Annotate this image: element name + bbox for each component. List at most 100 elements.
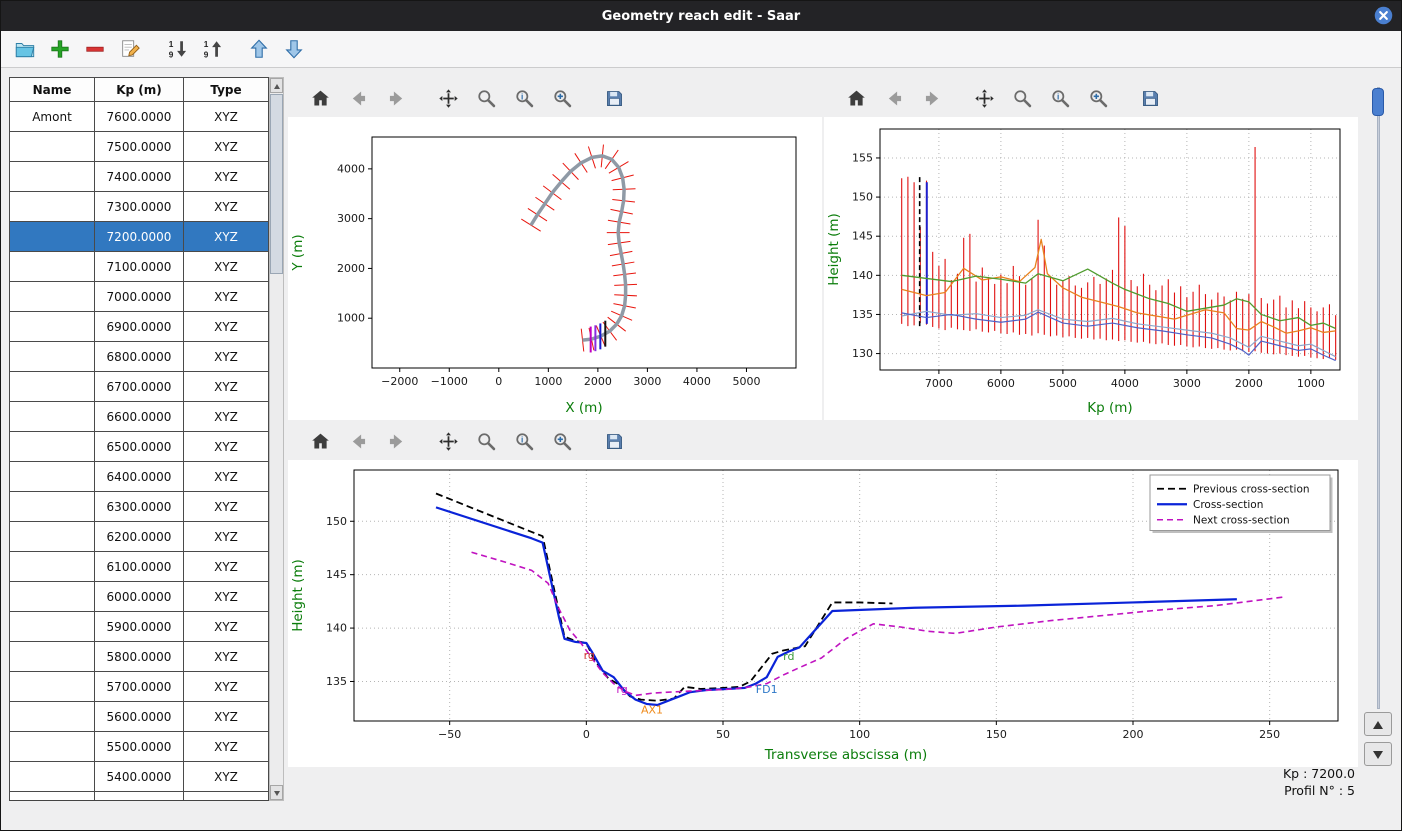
table-cell[interactable] xyxy=(9,671,95,702)
open-geometry-button[interactable] xyxy=(11,35,39,63)
table-cell[interactable]: XYZ xyxy=(183,641,269,672)
table-row[interactable]: 7100.0000 XYZ xyxy=(9,251,269,282)
longitudinal-profile-chart[interactable]: 7000 6000 5000 4000 3000 2000 1000 130 135 140 145… xyxy=(824,117,1358,420)
table-cell[interactable]: XYZ xyxy=(183,161,269,192)
add-cross-section-button[interactable] xyxy=(46,35,74,63)
move-up-button[interactable] xyxy=(245,35,273,63)
table-row[interactable]: 5900.0000 XYZ xyxy=(9,611,269,642)
table-row[interactable]: 6400.0000 XYZ xyxy=(9,461,269,492)
table-row[interactable]: 5400.0000 XYZ xyxy=(9,761,269,792)
table-cell[interactable] xyxy=(94,791,184,800)
table-row[interactable]: 5800.0000 XYZ xyxy=(9,641,269,672)
table-row[interactable]: 6900.0000 XYZ xyxy=(9,311,269,342)
table-cell[interactable]: 7600.0000 xyxy=(94,101,184,132)
table-row[interactable]: 7400.0000 XYZ xyxy=(9,161,269,192)
table-cell[interactable] xyxy=(9,131,95,162)
zoom-button[interactable] xyxy=(474,429,499,454)
table-cell[interactable]: 7200.0000 xyxy=(94,221,184,252)
table-cell[interactable] xyxy=(9,161,95,192)
table-cell[interactable] xyxy=(9,281,95,312)
table-row[interactable]: 5700.0000 XYZ xyxy=(9,671,269,702)
back-button[interactable] xyxy=(882,86,907,111)
save-button[interactable] xyxy=(602,86,627,111)
table-cell[interactable]: 6500.0000 xyxy=(94,431,184,462)
table-cell[interactable] xyxy=(9,431,95,462)
table-cell[interactable]: XYZ xyxy=(183,221,269,252)
table-cell[interactable]: XYZ xyxy=(183,731,269,762)
table-cell[interactable] xyxy=(9,251,95,282)
zoom-info-button[interactable]: i xyxy=(512,429,537,454)
table-row[interactable]: 6000.0000 XYZ xyxy=(9,581,269,612)
table-cell[interactable]: 6400.0000 xyxy=(94,461,184,492)
save-button[interactable] xyxy=(602,429,627,454)
table-cell[interactable]: XYZ xyxy=(183,611,269,642)
table-row[interactable]: 5600.0000 XYZ xyxy=(9,701,269,732)
table-scrollbar[interactable] xyxy=(269,77,284,801)
back-button[interactable] xyxy=(346,429,371,454)
table-cell[interactable]: 6000.0000 xyxy=(94,581,184,612)
pan-button[interactable] xyxy=(972,86,997,111)
table-row[interactable]: 7500.0000 XYZ xyxy=(9,131,269,162)
table-cell[interactable]: 6100.0000 xyxy=(94,551,184,582)
table-cell[interactable] xyxy=(9,791,95,800)
table-cell[interactable] xyxy=(9,491,95,522)
forward-button[interactable] xyxy=(384,429,409,454)
table-cell[interactable]: XYZ xyxy=(183,461,269,492)
table-cell[interactable]: XYZ xyxy=(183,341,269,372)
plan-view-chart[interactable]: −2000 −1000 0 1000 2000 3000 4000 5000 1000 2000 3… xyxy=(288,117,822,420)
table-cell[interactable] xyxy=(9,371,95,402)
pan-button[interactable] xyxy=(436,86,461,111)
table-cell[interactable]: 5700.0000 xyxy=(94,671,184,702)
table-cell[interactable] xyxy=(9,641,95,672)
back-button[interactable] xyxy=(346,86,371,111)
table-cell[interactable] xyxy=(9,731,95,762)
table-cell[interactable] xyxy=(9,461,95,492)
table-cell[interactable]: XYZ xyxy=(183,701,269,732)
table-row[interactable]: 6500.0000 XYZ xyxy=(9,431,269,462)
table-row[interactable]: 5500.0000 XYZ xyxy=(9,731,269,762)
zoom-info-button[interactable]: i xyxy=(1048,86,1073,111)
table-cell[interactable]: XYZ xyxy=(183,311,269,342)
zoom-button[interactable] xyxy=(474,86,499,111)
table-row[interactable]: 6300.0000 XYZ xyxy=(9,491,269,522)
table-cell[interactable]: 6600.0000 xyxy=(94,401,184,432)
zoom-plus-button[interactable] xyxy=(550,86,575,111)
table-cell[interactable]: 6800.0000 xyxy=(94,341,184,372)
table-cell[interactable]: 7100.0000 xyxy=(94,251,184,282)
zoom-button[interactable] xyxy=(1010,86,1035,111)
table-cell[interactable]: XYZ xyxy=(183,761,269,792)
table-cell[interactable]: 5600.0000 xyxy=(94,701,184,732)
edit-cross-section-button[interactable] xyxy=(116,35,144,63)
table-cell[interactable] xyxy=(9,401,95,432)
table-cell[interactable]: XYZ xyxy=(183,581,269,612)
table-cell[interactable]: 6900.0000 xyxy=(94,311,184,342)
previous-profile-button[interactable] xyxy=(1364,712,1392,736)
scroll-up-button[interactable] xyxy=(270,78,283,93)
table-cell[interactable]: XYZ xyxy=(183,671,269,702)
table-row[interactable]: 6600.0000 XYZ xyxy=(9,401,269,432)
close-button[interactable] xyxy=(1373,5,1394,26)
table-cell[interactable]: XYZ xyxy=(183,371,269,402)
table-cell[interactable]: 5500.0000 xyxy=(94,731,184,762)
table-cell[interactable]: XYZ xyxy=(183,401,269,432)
table-cell[interactable] xyxy=(9,311,95,342)
table-cell[interactable] xyxy=(9,551,95,582)
next-profile-button[interactable] xyxy=(1364,742,1392,766)
table-cell[interactable]: XYZ xyxy=(183,431,269,462)
table-cell[interactable]: 7000.0000 xyxy=(94,281,184,312)
table-row[interactable]: 6100.0000 XYZ xyxy=(9,551,269,582)
table-cell[interactable]: Amont xyxy=(9,101,95,132)
table-cell[interactable]: 5800.0000 xyxy=(94,641,184,672)
zoom-plus-button[interactable] xyxy=(550,429,575,454)
table-row[interactable]: 6700.0000 XYZ xyxy=(9,371,269,402)
save-button[interactable] xyxy=(1138,86,1163,111)
table-cell[interactable]: 7300.0000 xyxy=(94,191,184,222)
table-cell[interactable] xyxy=(9,611,95,642)
table-cell[interactable]: XYZ xyxy=(183,251,269,282)
home-button[interactable] xyxy=(844,86,869,111)
profile-slider-handle[interactable] xyxy=(1372,88,1384,116)
zoom-plus-button[interactable] xyxy=(1086,86,1111,111)
table-row[interactable]: 6800.0000 XYZ xyxy=(9,341,269,372)
home-button[interactable] xyxy=(308,429,333,454)
table-cell[interactable] xyxy=(9,701,95,732)
